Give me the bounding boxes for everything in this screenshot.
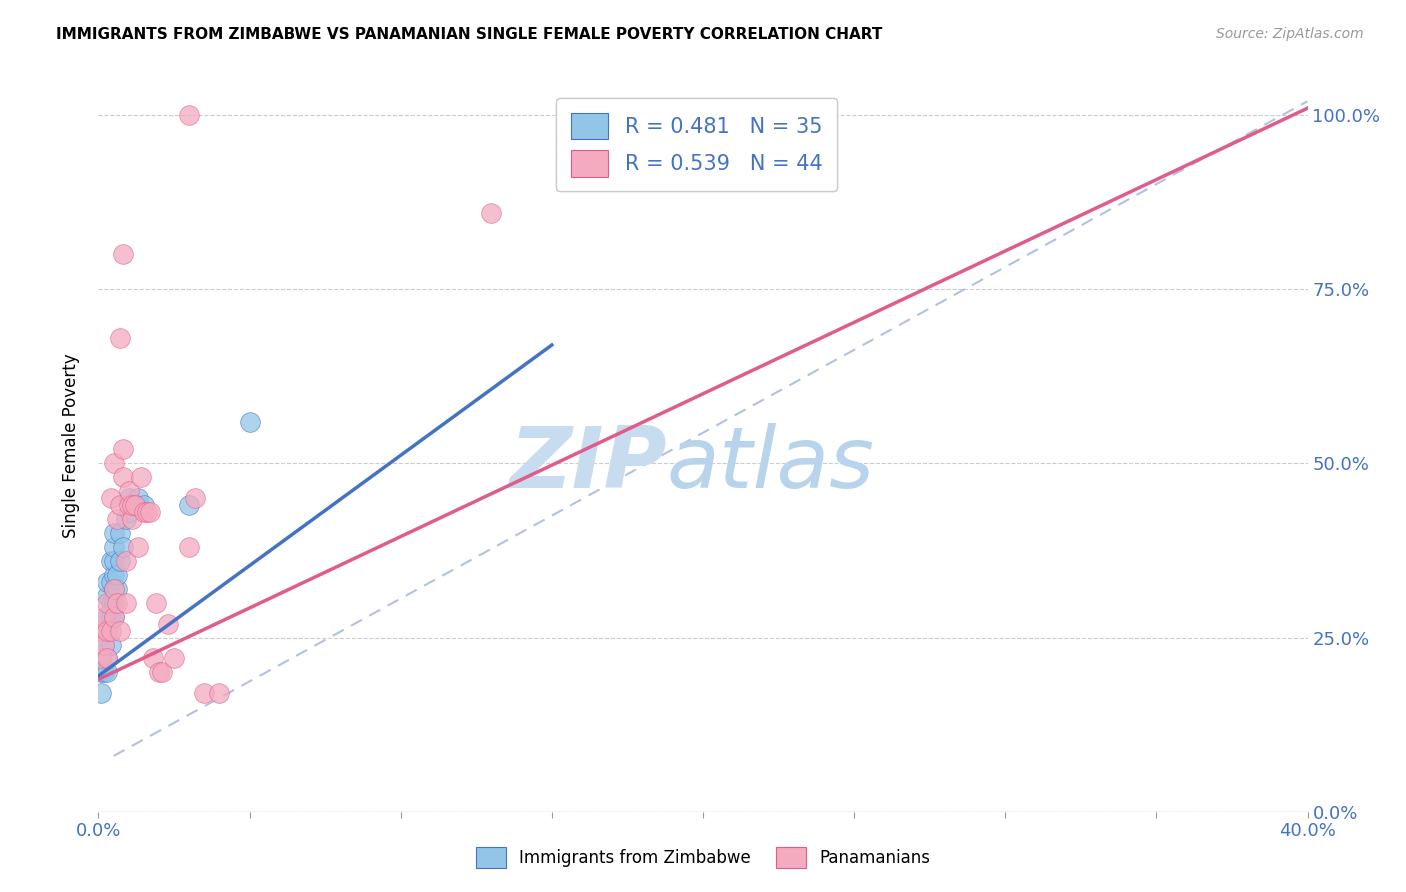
Point: [103, 526, 125, 541]
Point: [145, 596, 167, 610]
Point: [100, 554, 122, 568]
Text: atlas: atlas: [666, 423, 875, 506]
Point: [121, 498, 143, 512]
Point: [111, 540, 134, 554]
Point: [121, 512, 143, 526]
Point: [103, 457, 125, 471]
Point: [105, 596, 128, 610]
Point: [100, 609, 122, 624]
Point: [96, 596, 118, 610]
Point: [163, 651, 186, 665]
Legend: Immigrants from Zimbabwe, Panamanians: Immigrants from Zimbabwe, Panamanians: [470, 840, 936, 875]
Point: [100, 638, 122, 652]
Point: [108, 526, 131, 541]
Point: [96, 574, 118, 589]
Text: Source: ZipAtlas.com: Source: ZipAtlas.com: [1216, 27, 1364, 41]
Point: [179, 498, 201, 512]
Point: [481, 205, 503, 219]
Point: [111, 247, 134, 261]
Point: [103, 596, 125, 610]
Point: [142, 651, 165, 665]
Point: [127, 491, 149, 506]
Point: [118, 505, 141, 519]
Point: [239, 415, 262, 429]
Point: [156, 616, 179, 631]
Point: [132, 505, 155, 519]
Point: [118, 498, 141, 512]
Point: [90, 624, 112, 638]
Point: [114, 512, 136, 526]
Point: [100, 574, 122, 589]
Point: [111, 470, 134, 484]
Point: [93, 665, 115, 680]
Point: [96, 665, 118, 680]
Point: [90, 665, 112, 680]
Point: [100, 624, 122, 638]
Point: [90, 651, 112, 665]
Point: [103, 609, 125, 624]
Point: [105, 567, 128, 582]
Point: [139, 505, 162, 519]
Point: [103, 554, 125, 568]
Point: [93, 638, 115, 652]
Point: [108, 624, 131, 638]
Point: [96, 651, 118, 665]
Point: [127, 540, 149, 554]
Point: [108, 331, 131, 345]
Point: [108, 554, 131, 568]
Point: [96, 589, 118, 603]
Point: [179, 108, 201, 122]
Point: [193, 686, 215, 700]
Point: [179, 540, 201, 554]
Point: [93, 609, 115, 624]
Point: [150, 665, 173, 680]
Point: [90, 686, 112, 700]
Point: [100, 491, 122, 506]
Point: [100, 596, 122, 610]
Point: [103, 582, 125, 596]
Point: [208, 686, 231, 700]
Point: [105, 512, 128, 526]
Point: [118, 484, 141, 499]
Text: IMMIGRANTS FROM ZIMBABWE VS PANAMANIAN SINGLE FEMALE POVERTY CORRELATION CHART: IMMIGRANTS FROM ZIMBABWE VS PANAMANIAN S…: [56, 27, 883, 42]
Point: [96, 624, 118, 638]
Y-axis label: Single Female Poverty: Single Female Poverty: [62, 354, 80, 538]
Point: [111, 442, 134, 457]
Point: [108, 498, 131, 512]
Point: [105, 582, 128, 596]
Point: [96, 609, 118, 624]
Text: ZIP: ZIP: [509, 423, 666, 506]
Point: [96, 651, 118, 665]
Point: [103, 609, 125, 624]
Point: [114, 554, 136, 568]
Point: [114, 596, 136, 610]
Point: [184, 491, 207, 506]
Point: [132, 498, 155, 512]
Point: [124, 498, 146, 512]
Legend: R = 0.481   N = 35, R = 0.539   N = 44: R = 0.481 N = 35, R = 0.539 N = 44: [557, 98, 838, 191]
Point: [103, 567, 125, 582]
Point: [93, 638, 115, 652]
Point: [103, 540, 125, 554]
Point: [96, 624, 118, 638]
Point: [118, 491, 141, 506]
Point: [129, 470, 152, 484]
Point: [124, 498, 146, 512]
Point: [135, 505, 157, 519]
Point: [103, 582, 125, 596]
Point: [148, 665, 170, 680]
